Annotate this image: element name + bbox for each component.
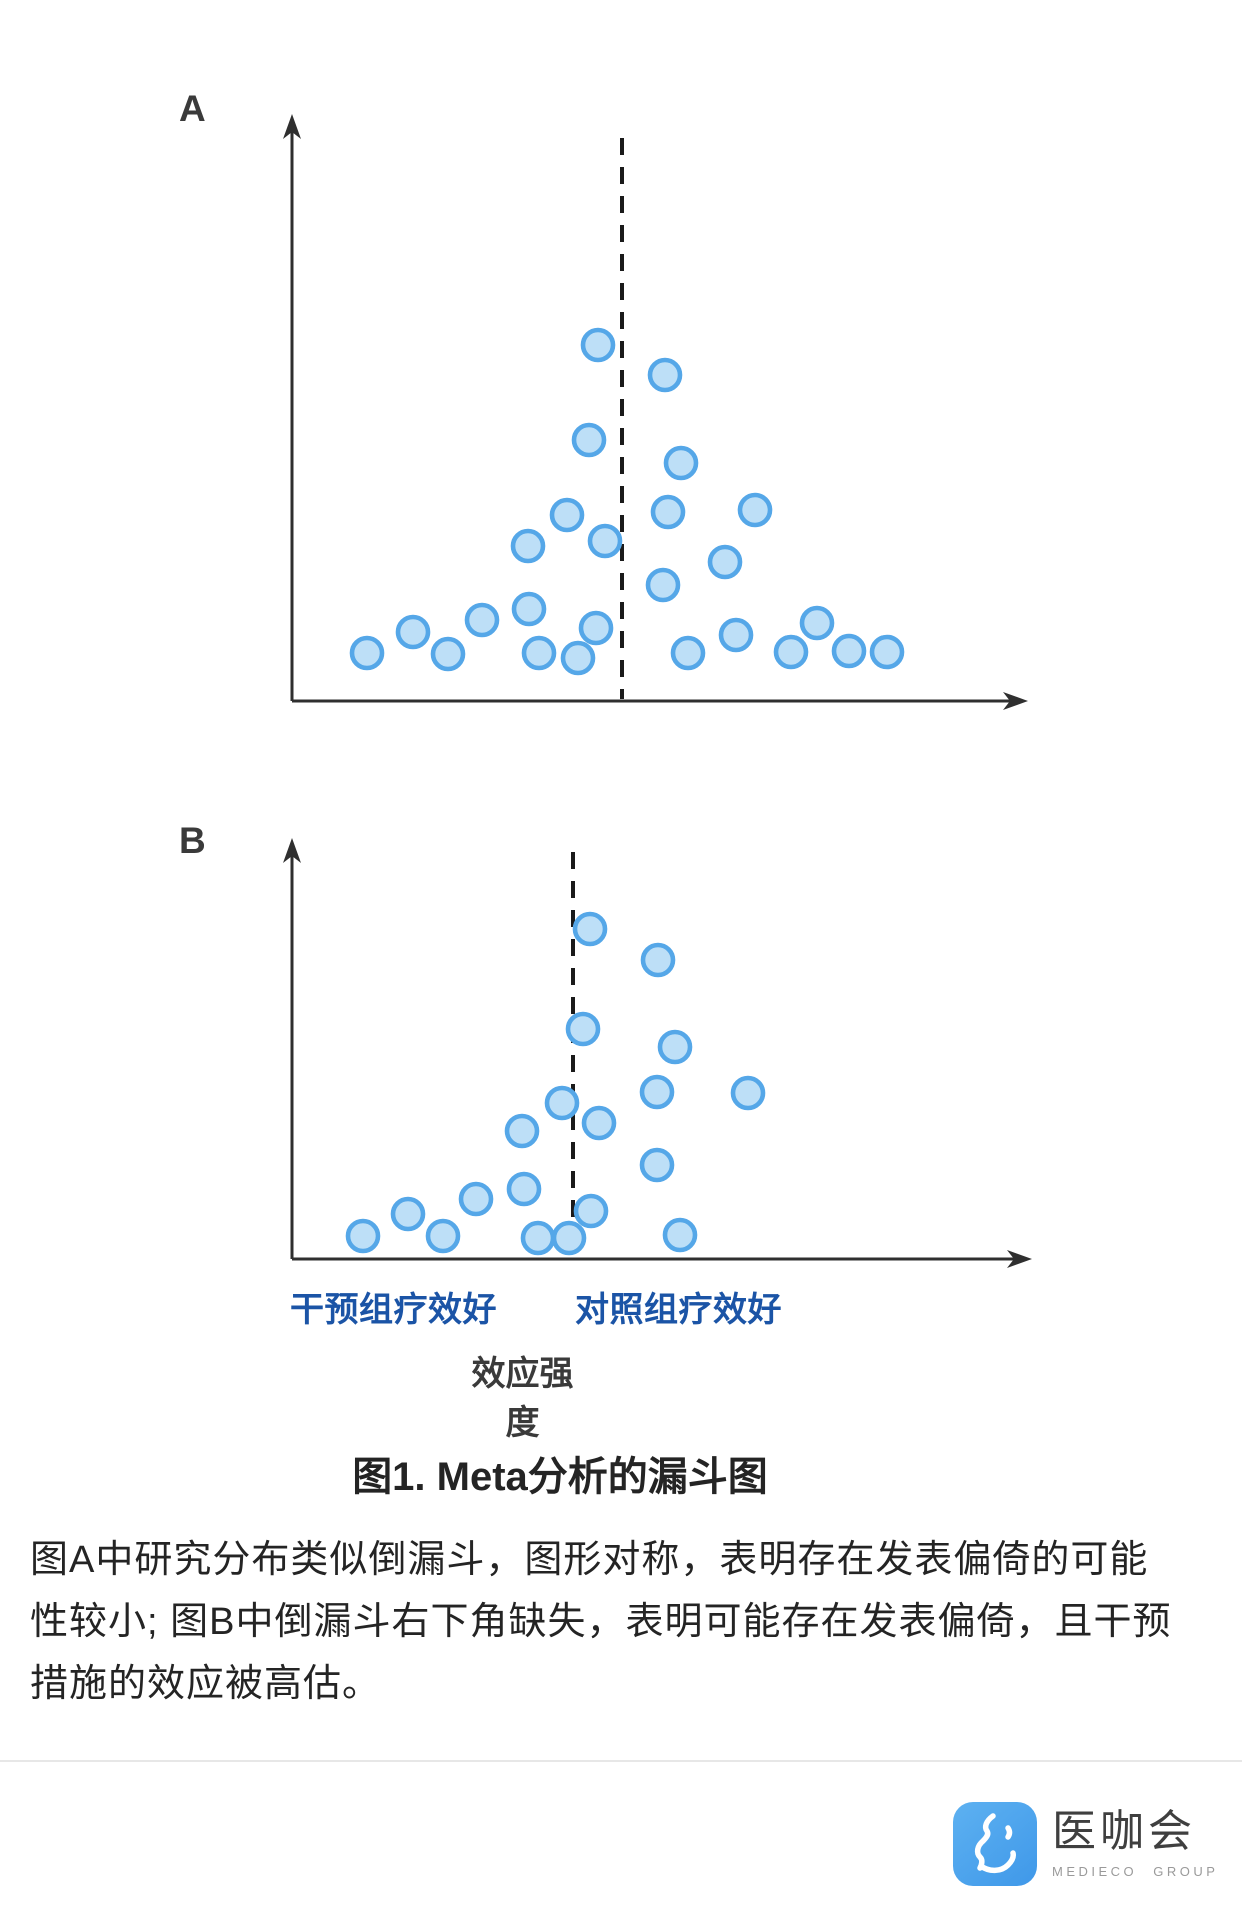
study-data-point [657, 1029, 693, 1065]
study-data-point [560, 640, 596, 676]
study-data-point [580, 327, 616, 363]
study-data-point [349, 635, 385, 671]
study-data-point [730, 1075, 766, 1111]
study-data-point [504, 1113, 540, 1149]
study-data-point [573, 1193, 609, 1229]
study-data-point [549, 497, 585, 533]
x-axis-arrowhead [1003, 692, 1028, 710]
x-axis-arrowhead [1007, 1250, 1032, 1268]
study-data-point [390, 1196, 426, 1232]
study-data-point [521, 635, 557, 671]
logo-text-block: 医咖会 MEDIECO GROUP [1052, 1802, 1219, 1880]
funnel-plot-b [283, 838, 1032, 1268]
footer-divider [0, 1760, 1242, 1762]
caption-line: 图A中研究分布类似倒漏斗，图形对称，表明存在发表偏倚的可能 [30, 1539, 1149, 1581]
medieco-logo-icon [953, 1802, 1037, 1886]
study-data-point [544, 1085, 580, 1121]
study-data-point [578, 610, 614, 646]
figure-caption-body: 图A中研究分布类似倒漏斗，图形对称，表明存在发表偏倚的可能 性较小; 图B中倒漏… [30, 1529, 1215, 1715]
study-data-point [645, 567, 681, 603]
study-data-point [581, 1105, 617, 1141]
y-axis-arrowhead [283, 114, 301, 139]
logo-brand-name: 医咖会 [1052, 1807, 1196, 1856]
study-data-point [587, 523, 623, 559]
label-control-better: 对照组疗效好 [575, 1291, 782, 1329]
study-data-point [737, 492, 773, 528]
study-data-point [572, 911, 608, 947]
y-axis-arrowhead [283, 838, 301, 863]
study-data-point [565, 1011, 601, 1047]
caption-line: 性较小; 图B中倒漏斗右下角缺失，表明可能存在发表偏倚，且干预 [30, 1601, 1172, 1643]
study-data-point [707, 544, 743, 580]
study-data-point [464, 602, 500, 638]
study-data-point [430, 636, 466, 672]
logo-brand-subtitle: MEDIECO GROUP [1052, 1864, 1219, 1879]
study-data-point [670, 635, 706, 671]
study-data-point [458, 1181, 494, 1217]
study-data-point [639, 1074, 675, 1110]
study-data-point [345, 1218, 381, 1254]
x-axis-title: 效应强度 [471, 1355, 574, 1442]
study-data-point [511, 591, 547, 627]
study-data-point [395, 614, 431, 650]
study-data-point [520, 1220, 556, 1256]
study-data-point [831, 633, 867, 669]
study-data-point [650, 494, 686, 530]
study-data-point [773, 634, 809, 670]
study-data-point [647, 357, 683, 393]
study-data-point [551, 1220, 587, 1256]
panel-a-label: A [179, 88, 207, 129]
caption-line: 措施的效应被高估。 [30, 1663, 382, 1705]
logo-glyph [974, 1813, 1016, 1874]
study-data-point [799, 605, 835, 641]
study-data-point [869, 634, 905, 670]
figure-caption-title: 图1. Meta分析的漏斗图 [352, 1455, 768, 1499]
study-data-point [639, 1147, 675, 1183]
funnel-plot-a [283, 114, 1028, 710]
study-data-point [640, 942, 676, 978]
study-data-point [571, 422, 607, 458]
study-data-point [506, 1171, 542, 1207]
study-data-point [510, 528, 546, 564]
panel-b-label: B [179, 820, 207, 861]
study-data-point [663, 445, 699, 481]
medieco-logo: 医咖会 MEDIECO GROUP [953, 1802, 1218, 1886]
study-data-point [662, 1217, 698, 1253]
label-intervention-better: 干预组疗效好 [290, 1291, 497, 1329]
study-data-point [425, 1218, 461, 1254]
study-data-point [718, 617, 754, 653]
